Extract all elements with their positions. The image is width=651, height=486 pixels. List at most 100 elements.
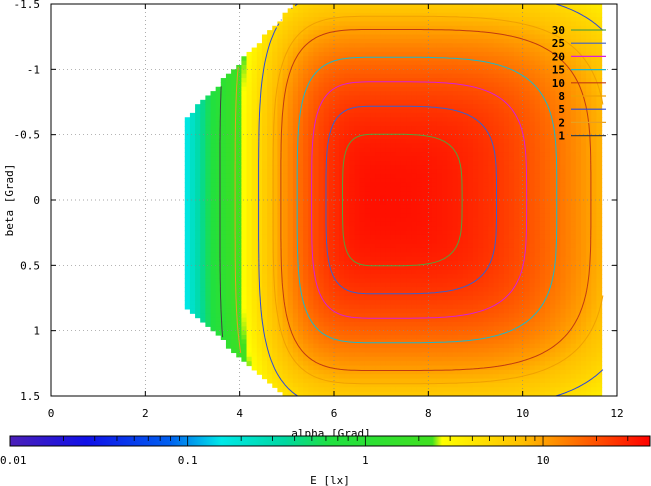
heatmap-cell (318, 230, 325, 236)
heatmap-cell (421, 160, 428, 166)
heatmap-cell (236, 252, 242, 258)
heatmap-cell (431, 313, 438, 319)
heatmap-cell (488, 243, 495, 249)
heatmap-cell (220, 330, 227, 336)
heatmap-cell (225, 265, 232, 271)
heatmap-cell (184, 191, 191, 197)
heatmap-cell (380, 91, 387, 97)
heatmap-cell (421, 339, 428, 345)
heatmap-cell (256, 186, 263, 192)
heatmap-cell (323, 186, 330, 192)
heatmap-cell (400, 38, 407, 44)
heatmap-cell (349, 200, 356, 205)
heatmap-cell (452, 182, 459, 188)
heatmap-cell (215, 91, 222, 97)
heatmap-cell (318, 182, 325, 188)
heatmap-cell (395, 243, 402, 249)
heatmap-cell (349, 313, 356, 319)
heatmap-cell (313, 274, 320, 279)
heatmap-cell (261, 369, 268, 375)
heatmap-cell (447, 86, 453, 92)
heatmap-cell (272, 234, 278, 240)
heatmap-cell (447, 21, 453, 27)
heatmap-cell (390, 191, 397, 197)
heatmap-cell (344, 213, 351, 219)
heatmap-cell (370, 134, 376, 140)
heatmap-cell (436, 34, 443, 40)
heatmap-cell (323, 361, 330, 367)
heatmap-cell (467, 291, 474, 297)
heatmap-cell (210, 274, 217, 279)
heatmap-cell (483, 352, 489, 358)
heatmap-cell (370, 234, 376, 240)
heatmap-cell (272, 121, 278, 127)
heatmap-cell (421, 278, 428, 284)
heatmap-cell (452, 208, 459, 214)
heatmap-cell (411, 182, 417, 188)
heatmap-cell (354, 82, 361, 88)
heatmap-cell (472, 200, 479, 205)
heatmap-cell (385, 64, 392, 70)
heatmap-cell (251, 230, 258, 236)
heatmap-cell (426, 339, 433, 345)
heatmap-cell (395, 387, 402, 393)
heatmap-cell (493, 278, 500, 284)
heatmap-cell (488, 156, 495, 162)
heatmap-cell (287, 378, 294, 384)
heatmap-cell (308, 291, 315, 297)
heatmap-cell (323, 391, 330, 396)
heatmap-cell (457, 60, 464, 66)
heatmap-cell (478, 204, 484, 210)
heatmap-cell (200, 265, 206, 271)
heatmap-cell (436, 317, 443, 323)
heatmap-cell (282, 335, 289, 340)
heatmap-cell (195, 112, 201, 118)
heatmap-cell (241, 213, 248, 219)
heatmap-cell (493, 4, 500, 9)
heatmap-cell (400, 30, 407, 36)
heatmap-cell (282, 295, 289, 301)
heatmap-cell (442, 99, 448, 105)
heatmap-cell (349, 152, 356, 158)
heatmap-cell (215, 191, 222, 197)
heatmap-cell (251, 304, 258, 310)
heatmap-cell (364, 156, 371, 162)
heatmap-cell (215, 243, 222, 249)
heatmap-cell (354, 269, 361, 275)
heatmap-cell (334, 108, 340, 114)
heatmap-cell (447, 265, 453, 271)
heatmap-cell (282, 343, 289, 349)
heatmap-cell (189, 165, 196, 171)
heatmap-cell (225, 160, 232, 166)
heatmap-cell (282, 391, 289, 396)
heatmap-cell (359, 300, 366, 306)
heatmap-cell (436, 247, 443, 253)
heatmap-cell (261, 195, 268, 201)
heatmap-cell (287, 178, 294, 184)
heatmap-cell (339, 391, 345, 396)
heatmap-cell (421, 112, 428, 118)
heatmap-cell (272, 343, 278, 349)
heatmap-cell (354, 108, 361, 114)
heatmap-cell (328, 361, 335, 367)
heatmap-cell (318, 208, 325, 214)
heatmap-cell (395, 191, 402, 197)
heatmap-cell (442, 387, 448, 393)
heatmap-cell (308, 43, 315, 49)
heatmap-cell (303, 112, 309, 118)
heatmap-cell (359, 239, 366, 245)
heatmap-cell (308, 143, 315, 149)
heatmap-cell (210, 165, 217, 171)
heatmap-cell (493, 86, 500, 92)
heatmap-cell (261, 82, 268, 88)
heatmap-cell (282, 125, 289, 131)
heatmap-cell (400, 117, 407, 123)
heatmap-cell (380, 208, 387, 214)
heatmap-cell (225, 108, 232, 114)
heatmap-cell (297, 282, 304, 288)
heatmap-cell (261, 317, 268, 323)
heatmap-cell (200, 200, 206, 205)
heatmap-cell (406, 352, 412, 358)
heatmap-cell (308, 234, 315, 240)
heatmap-cell (462, 25, 469, 31)
